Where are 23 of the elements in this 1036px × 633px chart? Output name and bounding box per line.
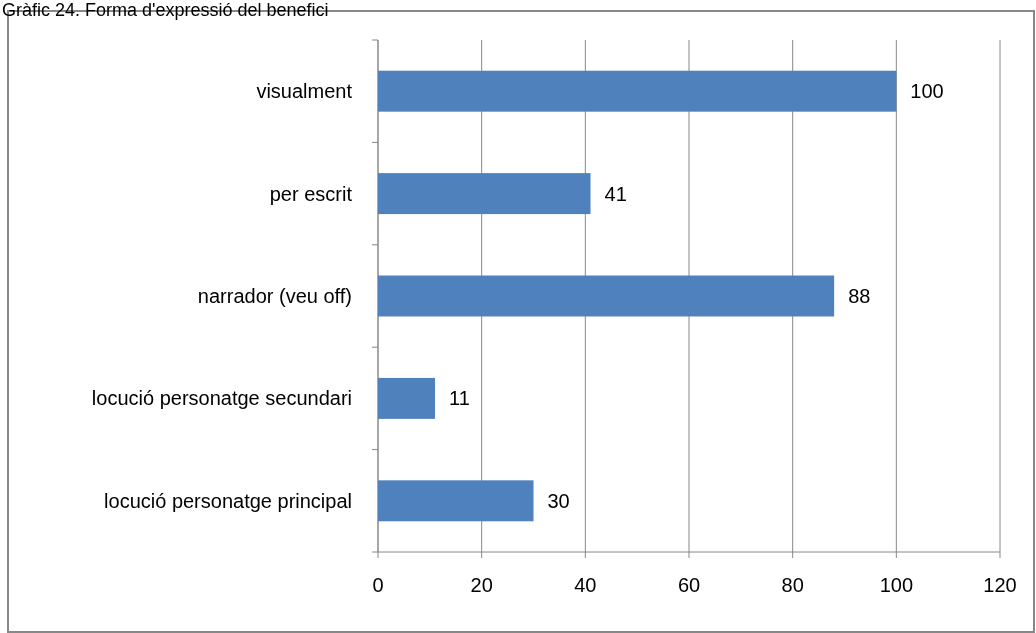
data-label: 30 — [547, 489, 570, 512]
x-tick-label: 0 — [372, 574, 384, 596]
bar — [378, 480, 534, 522]
x-tick-label: 60 — [677, 574, 701, 596]
y-tick-label: narrador (veu off) — [197, 285, 352, 307]
text: Gràfic 24. Forma d'expressió del benefici — [2, 0, 329, 20]
bar — [378, 275, 835, 317]
data-label: 100 — [910, 80, 944, 103]
y-tick-label: locució personatge secundari — [91, 387, 352, 410]
y-tick-label: locució personatge principal — [104, 489, 352, 512]
data-label: 11 — [449, 387, 470, 410]
x-tick-label: 100 — [879, 574, 914, 596]
x-tick-label: 80 — [781, 574, 804, 596]
bar — [378, 173, 591, 215]
data-label: 41 — [604, 182, 627, 205]
bar — [378, 70, 897, 112]
y-tick-label: visualment — [256, 80, 353, 103]
x-tick-label: 40 — [574, 574, 597, 596]
x-tick-label: 20 — [470, 574, 493, 596]
y-tick-label: per escrit — [269, 182, 353, 205]
data-label: 88 — [848, 285, 871, 307]
x-tick-label: 120 — [983, 574, 1017, 596]
bar — [378, 377, 436, 419]
